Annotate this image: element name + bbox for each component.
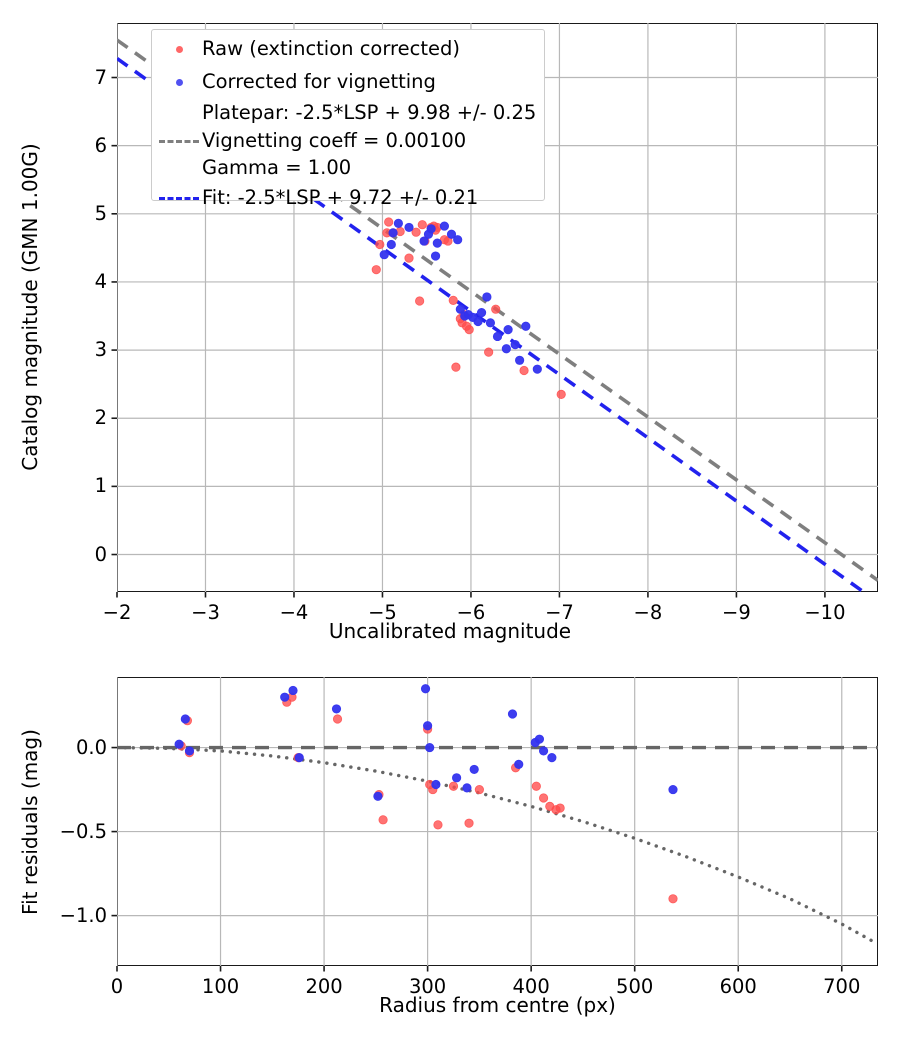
x-tick-label: −5 bbox=[368, 601, 397, 624]
legend-dot-icon bbox=[156, 78, 202, 86]
y-tick-label: 3 bbox=[94, 338, 107, 362]
legend-label: Corrected for vignetting bbox=[202, 70, 436, 94]
y-tick-label: 4 bbox=[94, 269, 107, 293]
legend-entry: Raw (extinction corrected) bbox=[156, 38, 460, 60]
legend-dot-icon bbox=[175, 45, 183, 53]
x-tick-label: 0 bbox=[110, 975, 124, 998]
legend-dash-icon bbox=[159, 196, 199, 200]
x-tick-label: −10 bbox=[804, 601, 846, 624]
legend-dash-icon bbox=[159, 139, 199, 143]
legend-dash-icon bbox=[156, 196, 202, 200]
x-tick-label: 100 bbox=[201, 975, 240, 998]
y-tick-label: −1.0 bbox=[59, 903, 107, 927]
x-tick-label: 700 bbox=[823, 975, 861, 998]
x-axis-label-residuals: Radius from centre (px) bbox=[379, 993, 616, 1017]
legend-entry: Gamma = 1.00 bbox=[156, 157, 351, 179]
fit-residuals-panel bbox=[117, 677, 878, 966]
x-tick-label: 200 bbox=[305, 975, 343, 998]
legend-entry: Platepar: -2.5*LSP + 9.98 +/- 0.25 bbox=[156, 102, 536, 124]
legend-entry: Fit: -2.5*LSP + 9.72 +/- 0.21 bbox=[156, 187, 478, 209]
x-tick-label: −3 bbox=[191, 601, 220, 624]
legend-dot-icon bbox=[156, 45, 202, 53]
x-tick-label: 400 bbox=[512, 975, 550, 998]
x-tick-label: −9 bbox=[722, 601, 751, 624]
x-tick-label: 300 bbox=[408, 975, 447, 998]
y-tick-label: 0.0 bbox=[75, 735, 107, 759]
legend-dot-icon bbox=[175, 78, 183, 86]
y-tick-label: 5 bbox=[94, 201, 107, 225]
x-axis-label-main: Uncalibrated magnitude bbox=[328, 619, 572, 643]
x-tick-label: −8 bbox=[633, 601, 663, 624]
x-tick-label: 600 bbox=[719, 975, 757, 998]
y-tick-label: 7 bbox=[94, 65, 107, 89]
y-axis-label-residuals: Fit residuals (mag) bbox=[18, 729, 42, 915]
legend-label: Vignetting coeff = 0.00100 bbox=[202, 129, 467, 153]
legend-label: Platepar: -2.5*LSP + 9.98 +/- 0.25 bbox=[202, 101, 537, 125]
legend-label: Fit: -2.5*LSP + 9.72 +/- 0.21 bbox=[202, 186, 479, 210]
legend-dash-icon bbox=[156, 139, 202, 143]
x-tick-label: −4 bbox=[279, 601, 309, 624]
x-tick-label: 500 bbox=[616, 975, 654, 998]
x-tick-label: −7 bbox=[545, 601, 574, 624]
y-tick-label: 0 bbox=[94, 542, 107, 566]
legend-entry: Corrected for vignetting bbox=[156, 71, 436, 93]
x-tick-label: −6 bbox=[456, 601, 486, 624]
legend-label: Gamma = 1.00 bbox=[202, 156, 352, 180]
legend: Raw (extinction corrected) Corrected for … bbox=[151, 29, 545, 207]
legend-label: Raw (extinction corrected) bbox=[202, 37, 460, 61]
x-tick-label: −2 bbox=[102, 601, 132, 624]
y-tick-label: 1 bbox=[94, 474, 107, 498]
y-tick-label: 6 bbox=[94, 133, 107, 157]
y-tick-label: 2 bbox=[94, 406, 107, 430]
legend-entry: Vignetting coeff = 0.00100 bbox=[156, 130, 466, 152]
y-tick-label: −0.5 bbox=[59, 819, 107, 843]
